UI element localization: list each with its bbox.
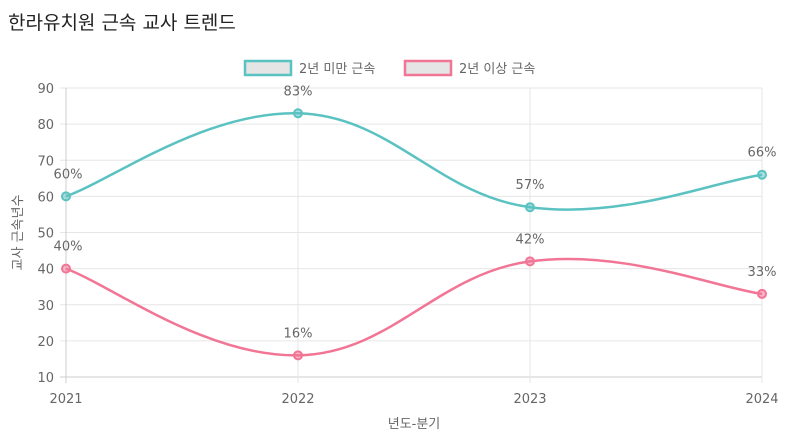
y-axis-title: 교사 근속년수 [11, 195, 26, 271]
data-label: 83% [284, 84, 313, 99]
legend-label: 2년 미만 근속 [299, 62, 375, 77]
x-tick-label: 2022 [281, 392, 314, 407]
legend: 2년 미만 근속 2년 이상 근속 [243, 59, 535, 77]
y-tick-label: 60 [37, 190, 54, 205]
grid [60, 87, 763, 383]
y-tick-label: 90 [37, 82, 54, 97]
series-line [65, 112, 763, 211]
data-label: 16% [284, 326, 313, 341]
legend-swatch [403, 59, 453, 77]
data-label: 40% [54, 240, 83, 255]
data-point[interactable] [757, 288, 767, 299]
data-label: 33% [748, 265, 777, 280]
data-point[interactable] [293, 350, 303, 361]
legend-item-1[interactable]: 2년 이상 근속 [403, 59, 535, 77]
y-tick-label: 70 [37, 154, 54, 169]
series-line [65, 257, 763, 357]
y-tick-label: 80 [37, 118, 54, 133]
data-label: 66% [748, 146, 777, 161]
data-point[interactable] [525, 256, 535, 267]
data-label: 57% [516, 178, 545, 193]
x-tick-label: 2021 [49, 392, 82, 407]
legend-swatch [243, 59, 293, 77]
series: 60% 83% 57% 66% 40% 16% 42% 33% [54, 84, 777, 361]
x-tick-label: 2024 [745, 392, 778, 407]
y-tick-label: 20 [37, 335, 54, 350]
data-point[interactable] [293, 108, 303, 119]
page-title: 한라유치원 근속 교사 트렌드 [8, 12, 236, 34]
data-point[interactable] [757, 169, 767, 180]
y-tick-label: 40 [37, 263, 54, 278]
data-point[interactable] [61, 263, 71, 274]
series-0: 60% 83% 57% 66% [54, 84, 777, 213]
y-tick-label: 10 [37, 371, 54, 386]
data-point[interactable] [525, 202, 535, 213]
series-1: 40% 16% 42% 33% [54, 232, 777, 361]
legend-item-0[interactable]: 2년 미만 근속 [243, 59, 375, 77]
legend-label: 2년 이상 근속 [459, 62, 535, 77]
data-label: 42% [516, 232, 545, 247]
axes: 10 20 30 40 50 60 70 80 90 2021 2022 2023 2024 [37, 82, 778, 407]
y-tick-label: 30 [37, 299, 54, 314]
x-axis-title: 년도-분기 [388, 417, 441, 432]
y-tick-label: 50 [37, 227, 54, 242]
data-point[interactable] [61, 191, 71, 202]
data-label: 60% [54, 167, 83, 182]
x-tick-label: 2023 [513, 392, 546, 407]
